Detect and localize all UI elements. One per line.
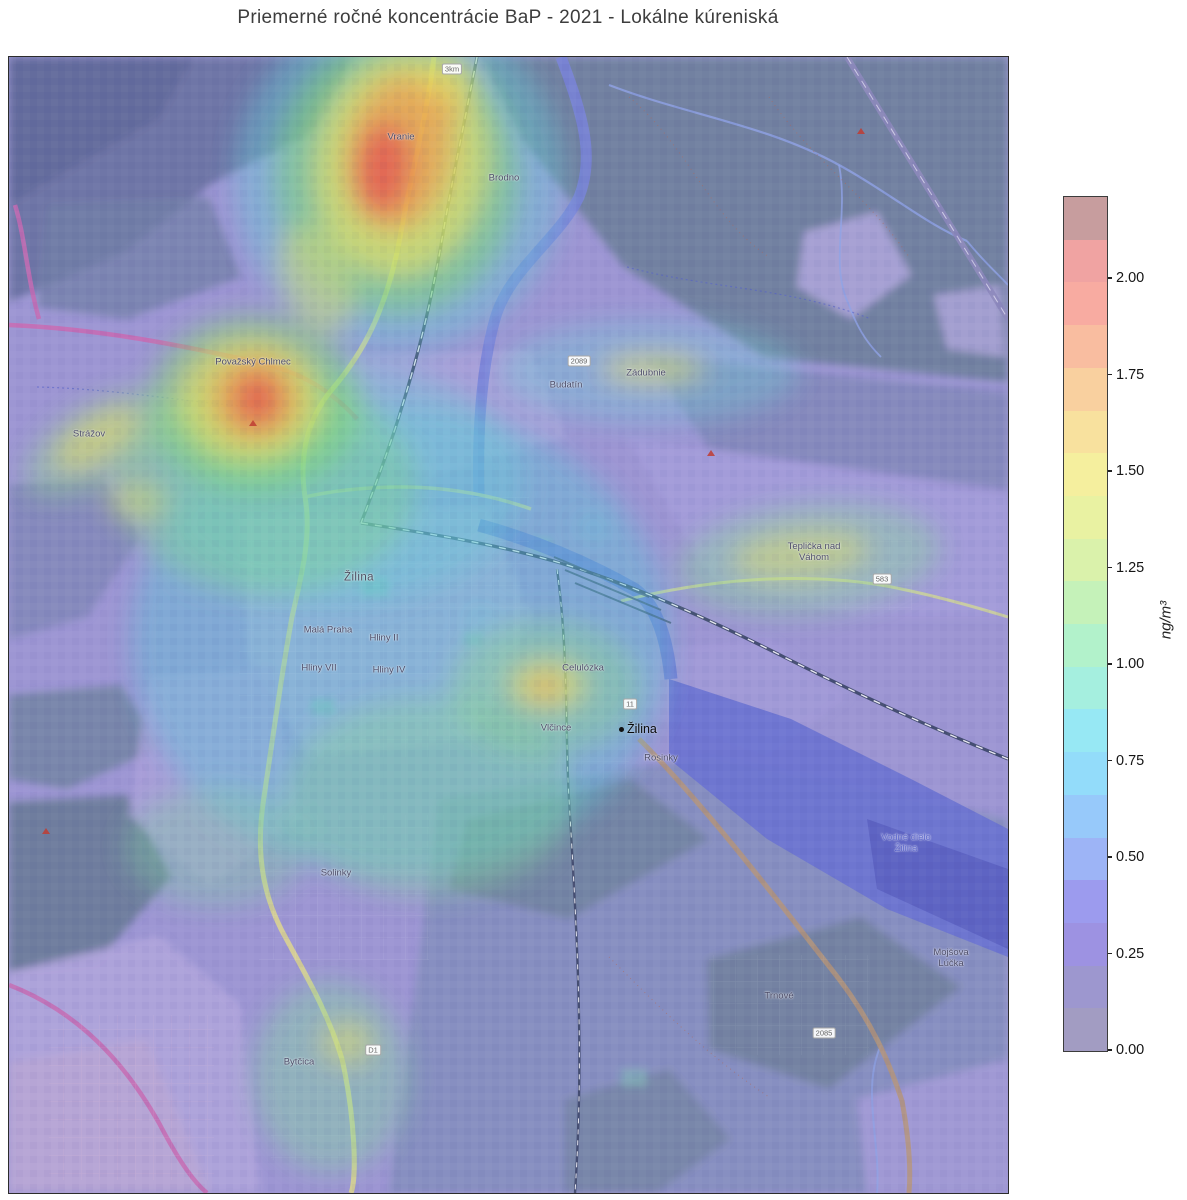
map-panel: Žilina Vranie Brodno Považský Chlmec Budatí…	[8, 56, 1009, 1194]
tick-mark	[1108, 952, 1112, 955]
tick-label: 1.25	[1116, 559, 1145, 576]
tick-mark	[1108, 759, 1112, 762]
colorbar-segment	[1064, 752, 1107, 795]
colorbar-segment	[1064, 197, 1107, 240]
colorbar-segment	[1064, 666, 1107, 710]
basemap-heat-canvas	[9, 57, 1008, 1193]
tick-label: 1.00	[1116, 656, 1145, 673]
colorbar-segment	[1064, 880, 1107, 923]
tick-mark	[1108, 663, 1112, 665]
tick-mark	[1108, 1049, 1112, 1051]
tick-label: 1.75	[1116, 366, 1145, 383]
colorbar-segment	[1064, 453, 1107, 496]
tick-label: 0.25	[1116, 945, 1145, 962]
colorbar-segment	[1064, 581, 1107, 625]
pixelation-overlay	[9, 57, 1008, 1193]
tick-mark	[1108, 373, 1112, 376]
tick-label: 0.50	[1116, 849, 1145, 866]
tick-mark	[1108, 856, 1112, 858]
colorbar-segment	[1064, 282, 1107, 326]
colorbar-segment	[1064, 794, 1107, 838]
colorbar-segment	[1064, 709, 1107, 753]
tick-mark	[1108, 470, 1112, 472]
colorbar-segment	[1064, 538, 1107, 582]
colorbar-segment	[1064, 410, 1107, 454]
colorbar-segment	[1064, 495, 1107, 539]
colorbar-segment	[1064, 239, 1107, 283]
colorbar-segment	[1064, 965, 1107, 1009]
tick-label: 0.00	[1116, 1042, 1145, 1058]
colorbar-segment	[1064, 1008, 1107, 1052]
tick-label: 2.00	[1116, 270, 1145, 287]
tick-mark	[1108, 566, 1112, 569]
tick-mark	[1108, 277, 1112, 279]
page-title: Priemerné ročné koncentrácie BaP - 2021 …	[237, 7, 779, 28]
colorbar-segment	[1064, 922, 1107, 966]
colorbar-segment	[1064, 624, 1107, 667]
colorbar-unit-label: ng/m³	[1157, 600, 1175, 640]
colorbar-segment	[1064, 367, 1107, 411]
colorbar	[1063, 196, 1108, 1052]
tick-label: 0.75	[1116, 752, 1145, 769]
colorbar-segment	[1064, 837, 1107, 881]
colorbar-segment	[1064, 325, 1107, 368]
tick-label: 1.50	[1116, 463, 1145, 480]
